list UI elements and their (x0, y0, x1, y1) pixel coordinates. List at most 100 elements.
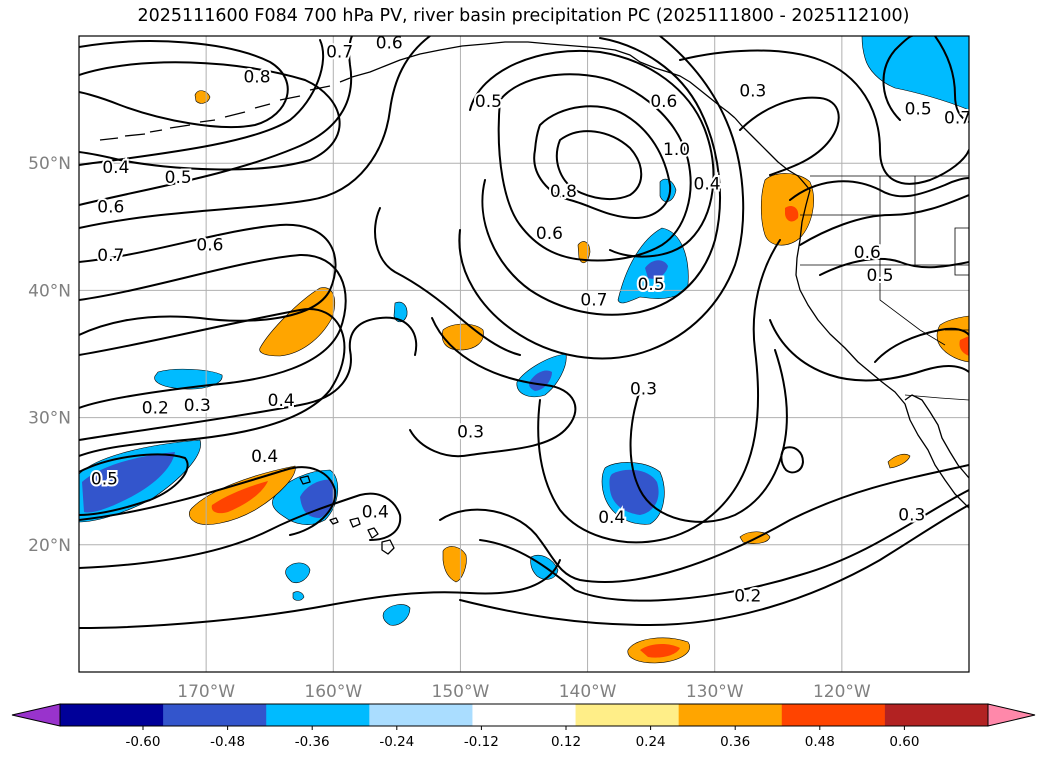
pv-contour (79, 316, 418, 441)
colorbar-under-arrow (11, 703, 61, 727)
colorbar-tick-label: 0.12 (551, 734, 581, 750)
lon-tick-label: 150°W (432, 682, 490, 702)
lat-tick-label: 40°N (28, 281, 71, 301)
contour-label: 0.5 (91, 470, 118, 490)
state-border (879, 265, 946, 346)
pv-contour (679, 49, 969, 185)
colorbar-tick-label: -0.60 (126, 734, 161, 750)
map-title: 2025111600 F084 700 hPa PV, river basin … (137, 6, 910, 26)
colorbar-segment (472, 704, 577, 726)
colorbar-tick-label: 0.36 (720, 734, 750, 750)
pv-contour (79, 492, 402, 569)
pv-contour (409, 317, 577, 458)
pv-contour (79, 253, 347, 409)
colorbar-segment (369, 704, 473, 726)
contour-label: 0.5 (905, 100, 932, 120)
positive-anomaly-east-edge (936, 315, 969, 363)
colorbar-over-arrow (987, 703, 1036, 727)
us-west-coast (795, 189, 969, 509)
contour-label: 0.4 (694, 175, 721, 195)
baja-gulf-coast (904, 394, 969, 479)
colorbar-segment (266, 704, 370, 726)
precipitation-shading (79, 36, 969, 664)
contour-label: 0.6 (97, 197, 124, 217)
colorbar-frame (59, 703, 989, 727)
us-mexico-border (904, 394, 969, 401)
pv-contour (739, 96, 840, 176)
contour-label: 0.5 (638, 275, 665, 295)
lat-tick-label: 20°N (28, 536, 71, 556)
state-border (954, 227, 969, 276)
contour-label: 0.3 (898, 505, 925, 525)
contour-label: 0.5 (475, 92, 502, 112)
pv-contour (79, 559, 561, 629)
coastlines (99, 41, 969, 555)
pv-contour (780, 446, 804, 474)
contour-label: 0.2 (734, 587, 761, 607)
pv-contour (537, 239, 781, 544)
pv-contour (458, 36, 745, 360)
pv-contour (469, 49, 715, 258)
colorbar: -0.60 -0.48 -0.36 -0.24 -0.12 0.12 0.24 0.36 0.4… (11, 703, 1036, 750)
colorbar-tick-label: 0.48 (805, 734, 835, 750)
contour-label: 0.6 (376, 33, 403, 53)
colorbar-tick-label: -0.24 (379, 734, 414, 750)
pv-contour (789, 177, 969, 201)
pv-contour (79, 36, 431, 229)
colorbar-segment (678, 704, 783, 726)
lon-tick-label: 140°W (559, 682, 617, 702)
pv-contour (79, 223, 337, 336)
pv-contour (479, 489, 969, 602)
positive-anomaly-167w-south (189, 465, 296, 525)
pv-contour (497, 73, 692, 262)
pv-contour (481, 37, 721, 316)
pv-contour (874, 327, 969, 363)
colorbar-tick-label: 0.60 (889, 734, 919, 750)
negative-anomaly-160w (272, 469, 338, 525)
contour-label: 0.7 (97, 246, 124, 266)
pv-contour (533, 105, 672, 219)
contour-label: 0.4 (598, 508, 625, 528)
contour-label: 0.7 (326, 42, 353, 62)
contour-label: 0.6 (854, 243, 881, 263)
colorbar-segment (163, 704, 267, 726)
negative-anomaly-135w-south (601, 462, 665, 525)
contour-label: 0.6 (536, 224, 563, 244)
pv-contour (555, 130, 643, 201)
positive-anomaly-west-coast (760, 173, 814, 246)
pv-contour (799, 194, 969, 246)
contour-label: 0.6 (650, 92, 677, 112)
lon-tick-label: 170°W (177, 682, 235, 702)
pv-contour (79, 453, 189, 516)
lon-tick-label: 130°W (686, 682, 744, 702)
colorbar-segment (781, 704, 886, 726)
colorbar-tick-label: -0.12 (464, 734, 499, 750)
colorbar-tick-label: 0.24 (636, 734, 666, 750)
colorbar-tick-label: -0.36 (295, 734, 330, 750)
lat-tick-label: 30°N (28, 409, 71, 429)
colorbar-segment (884, 704, 989, 726)
contour-label: 0.4 (102, 158, 129, 178)
colorbar-tick-label: -0.48 (210, 734, 245, 750)
contour-label: 0.4 (362, 503, 389, 523)
pv-contour (629, 349, 788, 523)
pv-contour (934, 36, 969, 123)
contour-label: 0.5 (165, 168, 192, 188)
contour-label: 0.3 (739, 82, 766, 102)
contour-label: 0.3 (630, 379, 657, 399)
pv-contour (882, 36, 913, 121)
contour-label: 0.7 (580, 290, 607, 310)
political-borders (800, 175, 969, 401)
contour-label: 0.4 (251, 447, 278, 467)
lon-tick-label: 120°W (813, 682, 871, 702)
contour-label: 0.8 (243, 68, 270, 88)
positive-anomaly-south (627, 637, 690, 664)
lon-tick-label: 160°W (304, 682, 362, 702)
colorbar-segment (575, 704, 680, 726)
colorbar-segment (60, 704, 164, 726)
contour-label: 0.6 (196, 236, 223, 256)
contour-labels: 0.80.7 0.60.5 0.60.30.5 0.71.00.40.40.50.60… (89, 33, 969, 609)
contour-label: 0.3 (184, 396, 211, 416)
pv-contour (79, 40, 289, 128)
